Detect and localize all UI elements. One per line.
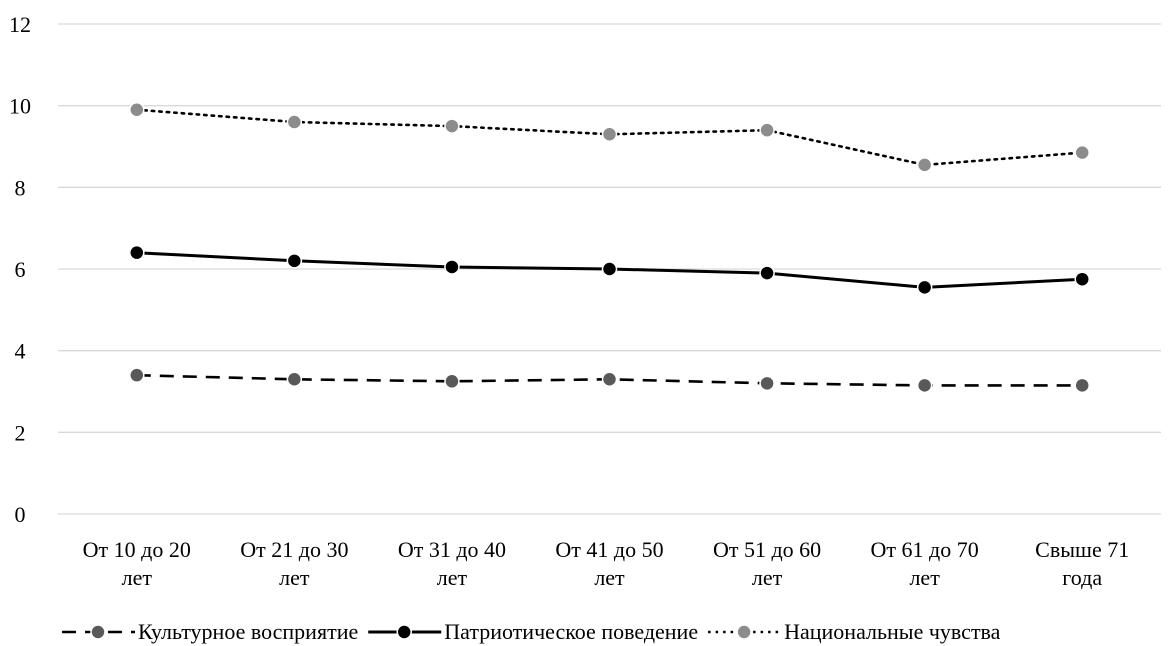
data-point (286, 371, 303, 387)
legend-item: Культурное восприятие (62, 619, 358, 644)
x-category-label-line: года (1062, 565, 1102, 590)
legend-label: Культурное восприятие (138, 619, 358, 644)
y-axis-ticks: 0 2 4 6 8 10 12 (9, 12, 31, 527)
x-category-label-line: лет (122, 565, 153, 590)
x-category-label: От 31 до 40 лет (398, 537, 506, 590)
legend-item: Патриотическое поведение (368, 619, 698, 644)
x-category-label-line: Свыше 71 (1035, 537, 1129, 562)
y-tick-label: 10 (9, 94, 31, 119)
x-axis-category-labels: От 10 до 20 лет От 21 до 30 лет От 31 до 40 л… (83, 537, 1130, 590)
y-tick-label: 0 (15, 502, 26, 527)
y-tick-label: 12 (9, 12, 31, 37)
data-point (444, 259, 460, 275)
legend: Культурное восприятие Патриотическое пове… (62, 619, 1001, 644)
x-category-label: От 21 до 30 лет (240, 537, 348, 590)
y-tick-label: 4 (15, 339, 26, 364)
x-category-label-line: лет (279, 565, 310, 590)
x-category-label-line: лет (594, 565, 625, 590)
gridlines (58, 23, 1161, 515)
data-point (601, 126, 618, 142)
data-point (601, 371, 618, 387)
series-1 (129, 367, 1090, 394)
data-point (286, 114, 303, 130)
x-category-label-line: От 10 до 20 (83, 537, 191, 562)
legend-swatch-marker (90, 624, 106, 640)
x-category-label-line: лет (437, 565, 468, 590)
data-point (601, 261, 618, 277)
data-point (129, 367, 145, 383)
x-category-label-line: лет (909, 565, 940, 590)
data-point (1074, 271, 1090, 287)
legend-item: Национальные чувства (708, 619, 1001, 644)
x-category-label: От 41 до 50 лет (555, 537, 663, 590)
x-category-label: От 61 до 70 лет (871, 537, 979, 590)
y-tick-label: 8 (15, 175, 26, 200)
y-tick-label: 2 (15, 420, 26, 445)
legend-label: Национальные чувства (784, 619, 1001, 644)
data-point (444, 118, 460, 134)
x-category-label: Свыше 71 года (1035, 537, 1129, 590)
x-category-label-line: От 51 до 60 (713, 537, 821, 562)
data-point (286, 253, 303, 269)
data-point (916, 157, 933, 173)
x-category-label-line: От 61 до 70 (871, 537, 979, 562)
legend-swatch-marker (396, 624, 412, 640)
x-category-label-line: От 41 до 50 (555, 537, 663, 562)
data-point (1074, 377, 1090, 394)
data-point (759, 375, 775, 392)
legend-label: Патриотическое поведение (444, 619, 698, 644)
data-point (129, 102, 145, 118)
data-point (759, 122, 775, 138)
series-3 (129, 102, 1090, 173)
data-point (759, 265, 775, 281)
series-2 (129, 244, 1090, 296)
series-lines (129, 102, 1090, 394)
x-category-label-line: От 21 до 30 (240, 537, 348, 562)
data-point (916, 377, 933, 394)
y-tick-label: 6 (15, 257, 26, 282)
x-category-label-line: От 31 до 40 (398, 537, 506, 562)
data-point (916, 279, 933, 296)
data-point (444, 373, 460, 390)
legend-swatch-marker (736, 624, 752, 640)
data-point (129, 244, 145, 261)
x-category-label-line: лет (752, 565, 783, 590)
x-category-label: От 10 до 20 лет (83, 537, 191, 590)
x-category-label: От 51 до 60 лет (713, 537, 821, 590)
data-point (1074, 144, 1090, 161)
